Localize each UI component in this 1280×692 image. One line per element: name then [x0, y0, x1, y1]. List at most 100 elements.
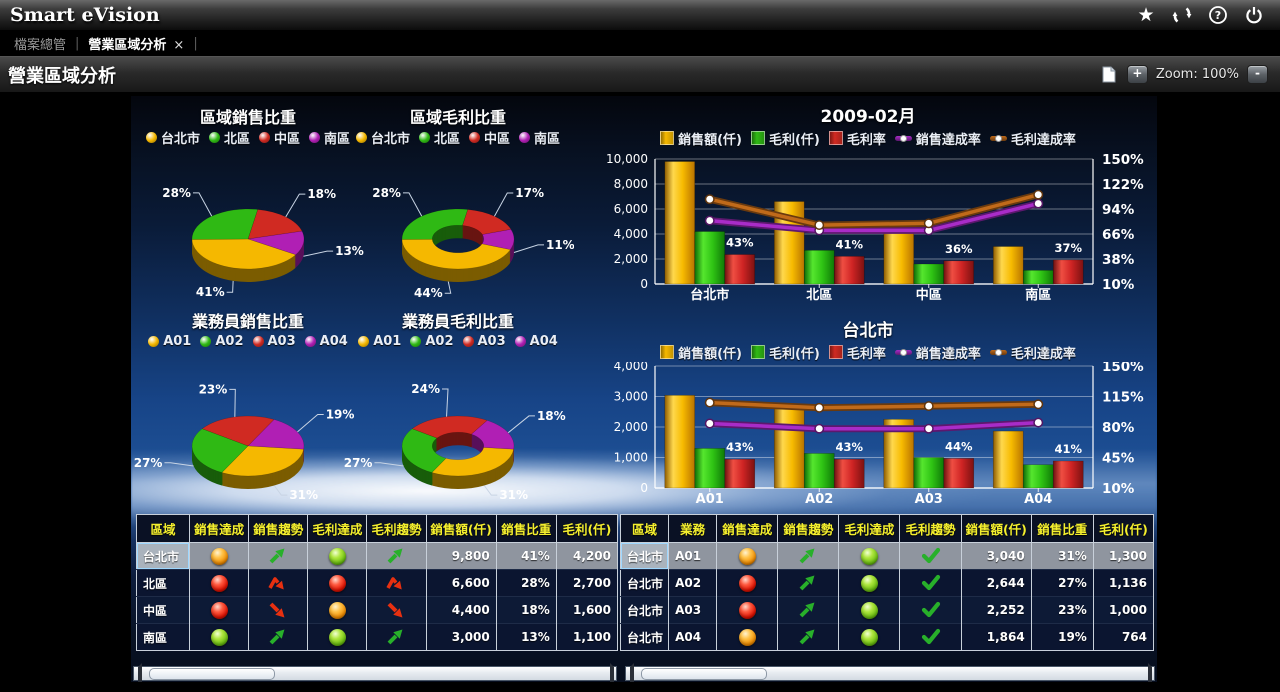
legend-swatch-icon: [148, 335, 160, 347]
pie-slice-label: 17%: [515, 186, 544, 200]
column-header[interactable]: 銷售達成: [716, 514, 779, 543]
pie-slice-label: 31%: [499, 488, 528, 502]
bar-taipei: 4,000 150% 3,000 115% 2,000 80% 1,000 45% 0 10% 43…: [614, 359, 1145, 507]
legend-label: 毛利達成率: [1010, 132, 1076, 148]
column-header[interactable]: 銷售達成: [189, 514, 250, 543]
chart-title: 區域毛利比重: [409, 108, 506, 127]
column-header[interactable]: 銷售趨勢: [777, 514, 840, 543]
table-cell-label: 中區: [136, 596, 191, 624]
table-row[interactable]: 台北市 A02 2,644 27% 1,136: [620, 569, 1155, 597]
table-cell-label: A01: [668, 542, 718, 570]
table-cell-value: 1,100: [556, 623, 619, 651]
page-title: 營業區域分析: [8, 65, 116, 87]
table-cell-value: 1,600: [556, 596, 619, 624]
column-header[interactable]: 區域: [136, 514, 191, 543]
svg-text:2,000: 2,000: [614, 420, 648, 434]
table-row[interactable]: 台北市 A01 3,040 31% 1,300: [620, 542, 1155, 570]
svg-text:4,000: 4,000: [614, 362, 648, 373]
table-cell-value: 3,000: [426, 623, 497, 651]
table-cell-label: A04: [668, 623, 718, 651]
status-light-red-icon: [738, 601, 756, 619]
status-light-orange-icon: [738, 628, 756, 646]
scroll-right-arrow[interactable]: [603, 663, 618, 682]
legend-label: A01: [163, 333, 192, 349]
pie-slice-label: 31%: [289, 488, 318, 502]
pie-slice-label: 19%: [326, 408, 355, 422]
legend-swatch-icon: [200, 335, 212, 347]
column-header[interactable]: 業務: [668, 514, 718, 543]
column-header[interactable]: 毛利(仟): [1093, 514, 1155, 543]
table-row[interactable]: 南區 3,000 13% 1,100: [136, 623, 619, 651]
trend-down-icon: [269, 602, 285, 618]
table-row[interactable]: 北區 6,600 28% 2,700: [136, 569, 619, 597]
category-label: A01: [696, 492, 724, 507]
table-cell-value: 23%: [1031, 596, 1094, 624]
legend-swatch-icon: [208, 131, 220, 143]
legend-label: 南區: [534, 131, 561, 147]
table-row[interactable]: 台北市 A03 2,252 23% 1,000: [620, 596, 1155, 624]
column-header[interactable]: 銷售趨勢: [248, 514, 309, 543]
legend-swatch-icon: [750, 131, 765, 145]
table-cell-value: 2,644: [961, 569, 1032, 597]
table-cell-value: 41%: [496, 542, 557, 570]
legend-label: A04: [529, 333, 558, 349]
table-cell-value: 9,800: [426, 542, 497, 570]
chart-legend: 銷售額(仟) 毛利(仟) 毛利率 銷售達成率 毛利達成率: [579, 128, 1157, 148]
column-header[interactable]: 毛利達成: [307, 514, 368, 543]
margin-rate-label: 41%: [835, 237, 863, 251]
app-title: Smart eVision: [10, 4, 160, 26]
svg-text:0: 0: [640, 481, 648, 495]
status-light-green-icon: [328, 628, 346, 646]
scroll-right-arrow[interactable]: [1141, 663, 1156, 682]
power-icon[interactable]: [1244, 5, 1264, 25]
column-header[interactable]: 區域: [620, 514, 670, 543]
table-cell-value: 1,864: [961, 623, 1032, 651]
legend-swatch-icon: [259, 131, 270, 143]
legend-swatch-icon: [894, 348, 912, 356]
region-bar-chart-block: 2009-02月 銷售額(仟) 毛利(仟) 毛利率 銷售達成率 毛利達成率 10,000…: [579, 102, 1157, 310]
legend-item: 南區: [519, 128, 560, 147]
zoom-out-button[interactable]: -: [1247, 65, 1268, 84]
column-header[interactable]: 毛利趨勢: [899, 514, 962, 543]
legend-item: 毛利達成率: [989, 343, 1076, 362]
column-header[interactable]: 銷售比重: [1031, 514, 1094, 543]
menu-file-manager[interactable]: 檔案總管: [14, 38, 67, 53]
right-table-hscrollbar[interactable]: [625, 663, 1156, 682]
scroll-left-arrow[interactable]: [134, 663, 147, 682]
scrollbar-thumb[interactable]: [641, 668, 767, 680]
column-header[interactable]: 毛利達成: [838, 514, 901, 543]
table-row[interactable]: 中區 4,400 18% 1,600: [136, 596, 619, 624]
column-header[interactable]: 銷售額(仟): [961, 514, 1032, 543]
legend-item: 北區: [208, 128, 250, 147]
favorite-star-icon[interactable]: ★: [1137, 4, 1155, 26]
column-header[interactable]: 毛利趨勢: [366, 514, 427, 543]
help-icon[interactable]: ?: [1208, 5, 1228, 25]
column-header[interactable]: 毛利(仟): [556, 514, 619, 543]
tab-close-icon[interactable]: ×: [173, 38, 185, 53]
category-label: A03: [915, 492, 943, 507]
table-cell-value: 18%: [496, 596, 557, 624]
category-label: A02: [805, 492, 833, 507]
refresh-icon[interactable]: [1172, 5, 1192, 25]
table-cell-value: 13%: [496, 623, 557, 651]
column-header[interactable]: 銷售額(仟): [426, 514, 497, 543]
tab-active-region-analysis[interactable]: 營業區域分析 ×: [88, 34, 184, 53]
trend-up-icon: [799, 629, 815, 645]
legend-item: 北區: [418, 128, 460, 147]
agent-detail-table: 區域 業務 銷售達成 銷售趨勢 毛利達成 毛利趨勢 銷售額(仟) 銷售比重 毛利(仟) 台北市 A0…: [620, 514, 1155, 651]
document-icon[interactable]: [1099, 65, 1119, 85]
table-row[interactable]: 台北市 A04 1,864 19% 764: [620, 623, 1155, 651]
zoom-in-button[interactable]: +: [1126, 65, 1148, 84]
region-summary-table: 區域 銷售達成 銷售趨勢 毛利達成 毛利趨勢 銷售額(仟) 銷售比重 毛利(仟) 台北市 9,80…: [136, 514, 619, 651]
scroll-left-arrow[interactable]: [626, 663, 639, 682]
scrollbar-thumb[interactable]: [149, 668, 275, 680]
column-header[interactable]: 銷售比重: [496, 514, 557, 543]
left-table-hscrollbar[interactable]: [133, 663, 618, 682]
chart-legend: A01 A02 A03 A04: [342, 332, 574, 350]
pie-agent-profit: 24% 18% 31% 27%: [344, 382, 566, 502]
table-cell-label: 南區: [136, 623, 191, 651]
chart-title: 台北市: [842, 321, 894, 341]
table-row[interactable]: 台北市 9,800 41% 4,200: [136, 542, 619, 570]
svg-text:1,000: 1,000: [614, 451, 648, 465]
legend-swatch-icon: [828, 345, 843, 359]
